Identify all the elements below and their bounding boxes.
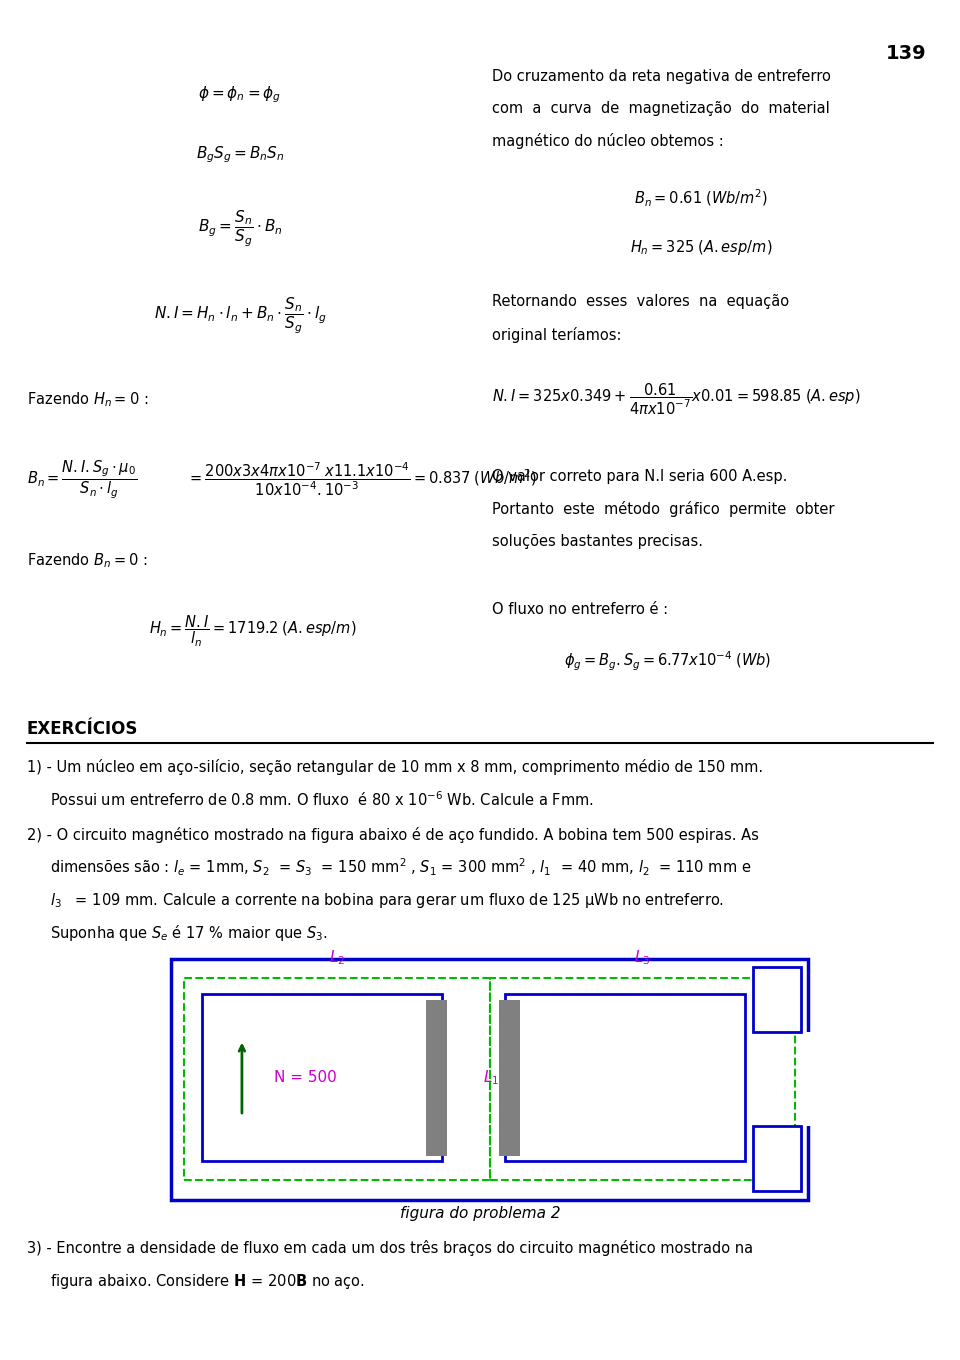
- Bar: [805, 1032, 811, 1126]
- Text: O valor correto para N.I seria 600 A.esp.: O valor correto para N.I seria 600 A.esp…: [492, 468, 787, 484]
- Text: $N.I = H_n \cdot l_n + B_n \cdot \dfrac{S_n}{S_g} \cdot l_g$: $N.I = H_n \cdot l_n + B_n \cdot \dfrac{…: [154, 295, 326, 336]
- Text: Do cruzamento da reta negativa de entreferro: Do cruzamento da reta negativa de entref…: [492, 68, 830, 84]
- Bar: [171, 959, 808, 1200]
- Text: soluções bastantes precisas.: soluções bastantes precisas.: [492, 533, 703, 549]
- Text: O fluxo no entreferro é :: O fluxo no entreferro é :: [492, 601, 667, 617]
- Bar: [753, 1126, 801, 1191]
- Text: $\phi_g = B_g . S_g = 6.77x10^{-4} \; (Wb)$: $\phi_g = B_g . S_g = 6.77x10^{-4} \; (W…: [564, 649, 771, 673]
- Text: N = 500: N = 500: [274, 1070, 336, 1085]
- Bar: [753, 967, 801, 1032]
- Text: 139: 139: [886, 44, 926, 63]
- Text: magnético do núcleo obtemos :: magnético do núcleo obtemos :: [492, 133, 723, 150]
- Text: $N.I = 325x0.349 + \dfrac{0.61}{4\pi x10^{-7}} x0.01 = 598.85 \; (A.esp)$: $N.I = 325x0.349 + \dfrac{0.61}{4\pi x10…: [492, 382, 860, 418]
- Bar: [499, 1000, 520, 1156]
- Text: Possui um entreferro de 0.8 mm. O fluxo  é 80 x $10^{-6}$ Wb. Calcule a Fmm.: Possui um entreferro de 0.8 mm. O fluxo …: [50, 790, 593, 809]
- Text: Retornando  esses  valores  na  equação: Retornando esses valores na equação: [492, 294, 789, 310]
- Text: $L_2$: $L_2$: [329, 948, 345, 967]
- Text: Portanto  este  método  gráfico  permite  obter: Portanto este método gráfico permite obt…: [492, 500, 834, 517]
- Bar: [505, 994, 745, 1161]
- Text: com  a  curva  de  magnetização  do  material: com a curva de magnetização do material: [492, 101, 829, 117]
- Text: $L_3$: $L_3$: [634, 948, 651, 967]
- Text: $\phi = \phi_n = \phi_g$: $\phi = \phi_n = \phi_g$: [199, 84, 281, 106]
- Text: $B_n = 0.61 \; (Wb / m^2)$: $B_n = 0.61 \; (Wb / m^2)$: [634, 188, 768, 209]
- Bar: [490, 978, 795, 1180]
- Bar: [184, 978, 490, 1180]
- Text: $B_n = \dfrac{N.I.S_g \cdot \mu_0}{S_n \cdot l_g}$: $B_n = \dfrac{N.I.S_g \cdot \mu_0}{S_n \…: [27, 458, 137, 499]
- Text: figura abaixo. Considere $\mathbf{H}$ = 200$\mathbf{B}$ no aço.: figura abaixo. Considere $\mathbf{H}$ = …: [50, 1272, 365, 1291]
- Text: figura do problema 2: figura do problema 2: [399, 1205, 561, 1221]
- Text: dimensões são : $l_e$ = 1mm, $S_2$  = $S_3$  = 150 mm$^2$ , $S_1$ = 300 mm$^2$ ,: dimensões são : $l_e$ = 1mm, $S_2$ = $S_…: [50, 857, 752, 879]
- Text: $B_g S_g = B_n S_n$: $B_g S_g = B_n S_n$: [196, 144, 284, 166]
- Text: $H_n = \dfrac{N.I}{l_n} = 1719.2 \; (A.esp/m)$: $H_n = \dfrac{N.I}{l_n} = 1719.2 \; (A.e…: [149, 613, 356, 649]
- Text: $l_3$   = 109 mm. Calcule a corrente na bobina para gerar um fluxo de 125 μWb no: $l_3$ = 109 mm. Calcule a corrente na bo…: [50, 891, 724, 910]
- Text: 1) - Um núcleo em aço-silício, seção retangular de 10 mm x 8 mm, comprimento méd: 1) - Um núcleo em aço-silício, seção ret…: [27, 759, 763, 775]
- Text: original teríamos:: original teríamos:: [492, 326, 621, 343]
- Bar: [202, 994, 442, 1161]
- Text: $B_g = \dfrac{S_n}{S_g} \cdot B_n$: $B_g = \dfrac{S_n}{S_g} \cdot B_n$: [198, 208, 282, 249]
- Text: $L_1$: $L_1$: [483, 1069, 499, 1087]
- Text: Suponha que $S_e$ é 17 % maior que $S_3$.: Suponha que $S_e$ é 17 % maior que $S_3$…: [50, 923, 327, 942]
- Text: $= \dfrac{200x3x4\pi x10^{-7} \; x11.1x10^{-4}}{10x10^{-4}.10^{-3}} = 0.837 \; (: $= \dfrac{200x3x4\pi x10^{-7} \; x11.1x1…: [187, 460, 537, 498]
- Text: 3) - Encontre a densidade de fluxo em cada um dos três braços do circuito magnét: 3) - Encontre a densidade de fluxo em ca…: [27, 1240, 753, 1257]
- Text: 2) - O circuito magnético mostrado na figura abaixo é de aço fundido. A bobina t: 2) - O circuito magnético mostrado na fi…: [27, 827, 758, 843]
- Text: $H_n = 325 \; (A.esp / m)$: $H_n = 325 \; (A.esp / m)$: [630, 238, 772, 257]
- Text: EXERCÍCIOS: EXERCÍCIOS: [27, 719, 138, 738]
- Text: Fazendo $B_n= 0$ :: Fazendo $B_n= 0$ :: [27, 551, 147, 570]
- Text: Fazendo $H_n = 0$ :: Fazendo $H_n = 0$ :: [27, 390, 148, 409]
- Bar: [426, 1000, 447, 1156]
